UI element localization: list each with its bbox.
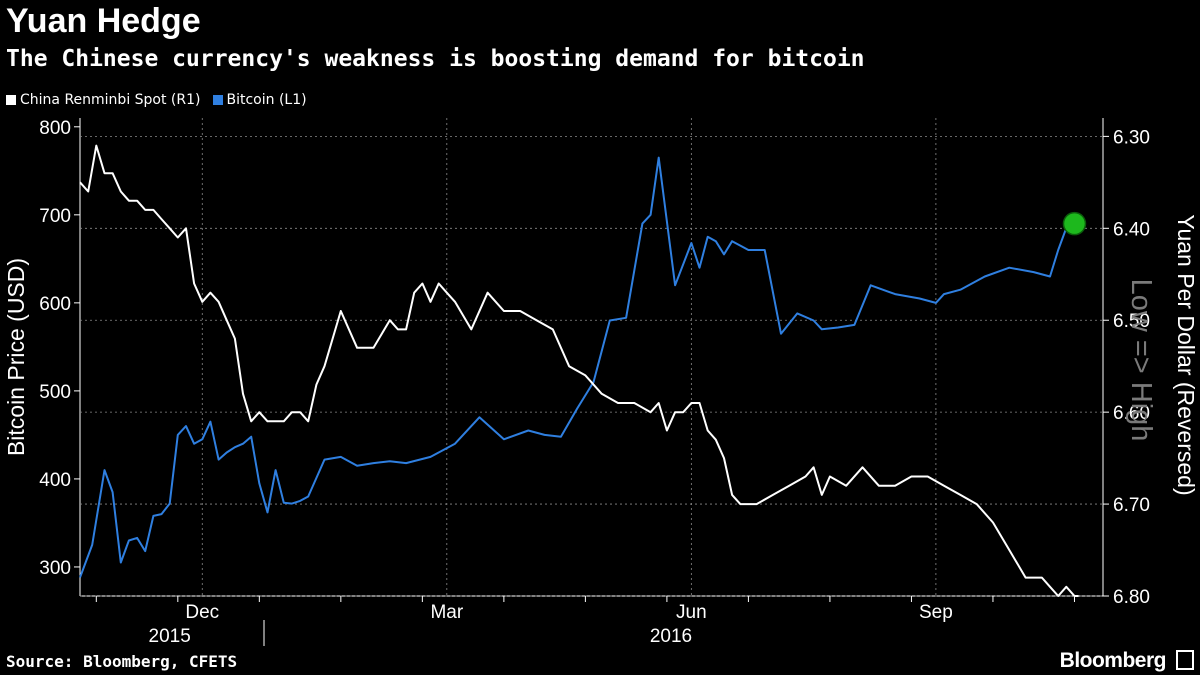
x-tick-label: Dec xyxy=(185,602,219,623)
series-line-renminbi xyxy=(79,144,1079,597)
bloomberg-icon xyxy=(1176,650,1194,670)
y-left-tick-label: 300 xyxy=(39,558,71,579)
legend-label-cny: China Renminbi Spot (R1) xyxy=(20,92,201,108)
chart-subtitle: The Chinese currency's weakness is boost… xyxy=(6,46,865,72)
source-note: Source: Bloomberg, CFETS xyxy=(6,652,238,671)
y-left-axis-title: Bitcoin Price (USD) xyxy=(3,258,29,456)
y-right-tick-label: 6.80 xyxy=(1113,587,1150,608)
y-right-tick-label: 6.50 xyxy=(1113,311,1150,332)
y-right-tick-label: 6.60 xyxy=(1113,403,1150,424)
legend-item-btc: Bitcoin (L1) xyxy=(212,92,307,108)
y-left-tick-label: 800 xyxy=(39,118,71,139)
right-axis-note: Low => High xyxy=(1125,279,1157,442)
series-line-bitcoin xyxy=(79,156,1079,578)
y-left-tick-label: 700 xyxy=(39,206,71,227)
brand-logo-text: Bloomberg xyxy=(1059,649,1167,672)
legend-item-cny: China Renminbi Spot (R1) xyxy=(6,92,201,108)
y-right-tick-label: 6.30 xyxy=(1113,127,1150,148)
legend: China Renminbi Spot (R1) Bitcoin (L1) xyxy=(6,92,307,108)
x-tick-label: Mar xyxy=(430,602,463,623)
y-right-axis-title: Yuan Per Dollar (Reversed) xyxy=(1173,214,1199,495)
legend-swatch-btc xyxy=(212,95,223,105)
x-year-label: 2016 xyxy=(650,626,692,647)
legend-swatch-cny xyxy=(6,95,16,105)
legend-label-btc: Bitcoin (L1) xyxy=(226,92,307,108)
highlight-marker xyxy=(1062,211,1087,236)
x-year-label: 2015 xyxy=(149,626,191,647)
y-left-tick-label: 600 xyxy=(39,294,71,315)
y-left-tick-label: 400 xyxy=(39,470,71,491)
x-tick-label: Sep xyxy=(919,602,953,623)
y-left-tick-label: 500 xyxy=(39,382,71,403)
x-tick-label: Jun xyxy=(676,602,707,623)
y-right-tick-label: 6.40 xyxy=(1113,219,1150,240)
chart-title: Yuan Hedge xyxy=(6,2,201,40)
y-right-tick-label: 6.70 xyxy=(1113,495,1150,516)
